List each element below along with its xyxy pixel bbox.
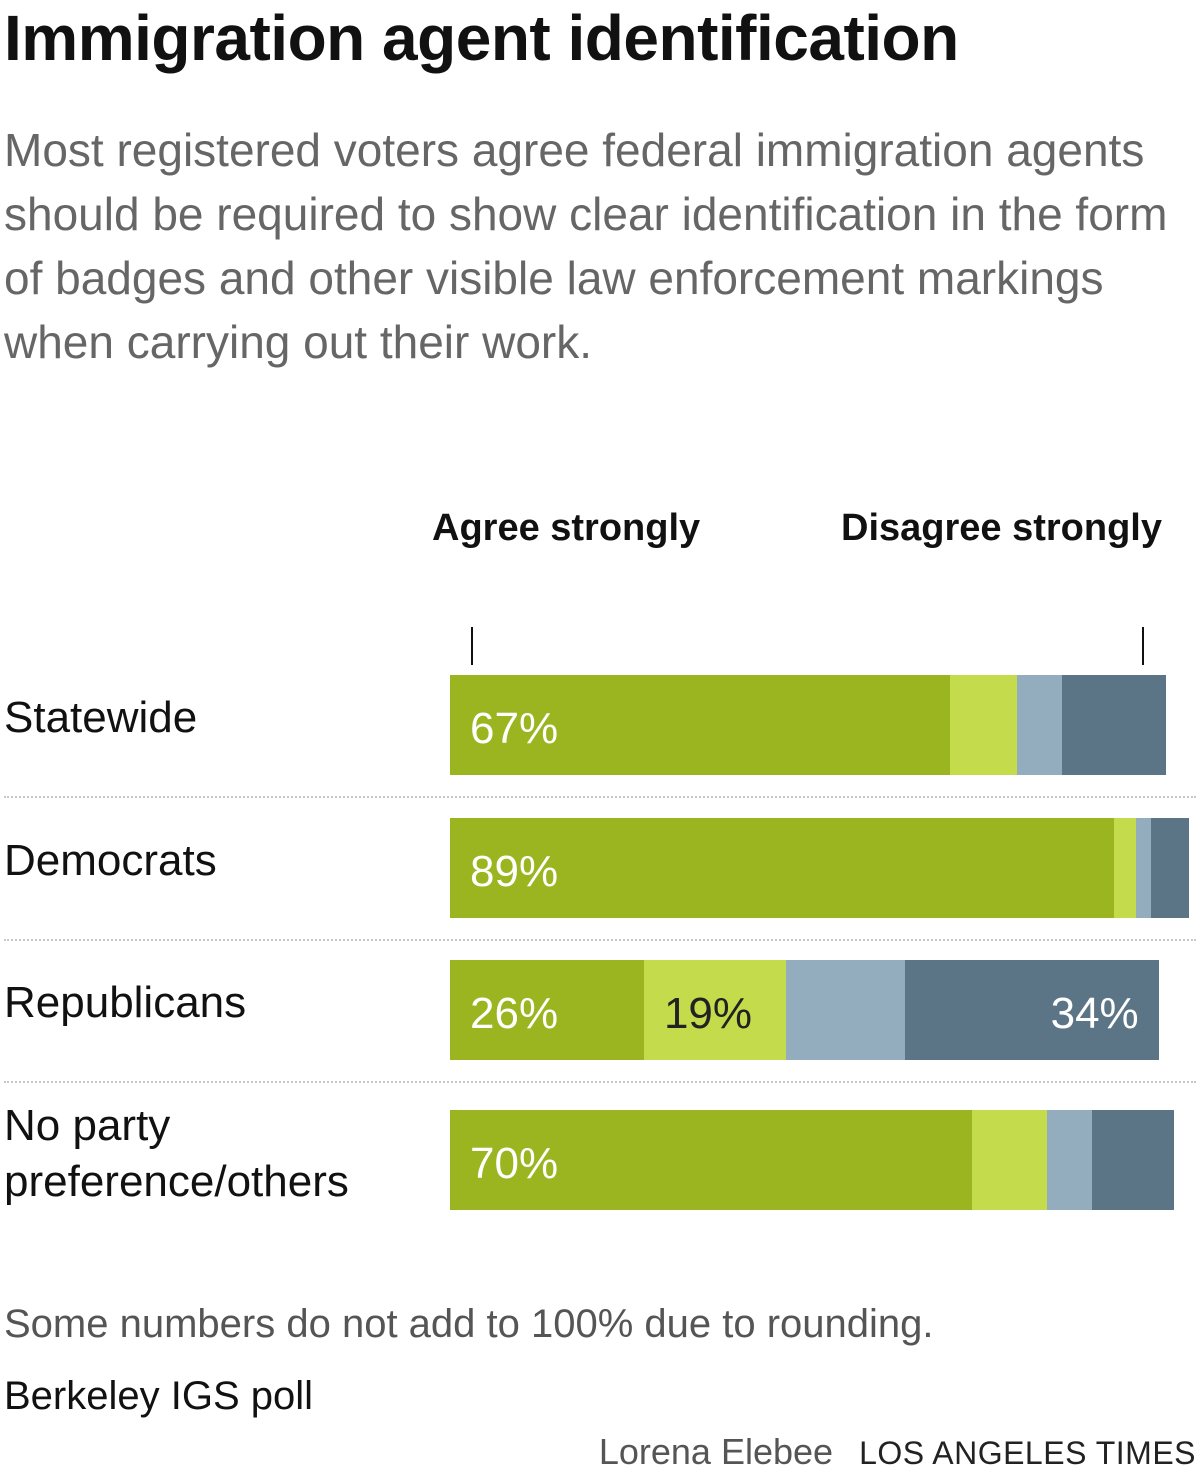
bar-segment-disagree-strongly-republicans bbox=[905, 960, 1159, 1060]
data-label-disagree-strongly-republicans: 34% bbox=[1050, 989, 1139, 1038]
source-line: Berkeley IGS poll bbox=[4, 1374, 314, 1418]
credit-organization: LOS ANGELES TIMES bbox=[859, 1435, 1196, 1471]
bar-segment-agree-strongly-statewide bbox=[450, 675, 950, 775]
row-divider bbox=[4, 796, 1196, 798]
data-label-agree-strongly-statewide: 67% bbox=[470, 704, 559, 753]
scale-label-disagree-strongly: Disagree strongly bbox=[841, 507, 1162, 549]
data-label-agree-strongly-republicans: 26% bbox=[470, 989, 559, 1038]
bar-segment-agree-somewhat-no-party-preference-others bbox=[972, 1110, 1047, 1210]
data-label-agree-strongly-democrats: 89% bbox=[470, 847, 559, 896]
bar-segment-agree-somewhat-republicans bbox=[643, 960, 786, 1060]
row-divider bbox=[4, 1081, 1196, 1083]
bar-segment-agree-strongly-republicans bbox=[450, 960, 644, 1060]
data-label-agree-somewhat-republicans: 19% bbox=[663, 989, 753, 1038]
row-label-no-party-preference-others: No party preference/others bbox=[4, 1101, 349, 1206]
row-label-statewide: Statewide bbox=[4, 693, 198, 742]
scale-tick-agree bbox=[471, 627, 473, 665]
bar-segment-disagree-somewhat-no-party-preference-others bbox=[1046, 1110, 1092, 1210]
row-label-democrats: Democrats bbox=[4, 836, 217, 885]
scale-tick-disagree bbox=[1142, 627, 1144, 665]
chart-subtitle: Most registered voters agree federal imm… bbox=[4, 124, 1168, 368]
data-label-agree-strongly-no-party-preference-others: 70% bbox=[470, 1139, 559, 1188]
bar-segment-disagree-strongly-democrats bbox=[1151, 818, 1189, 918]
bar-segment-agree-somewhat-statewide bbox=[949, 675, 1017, 775]
bar-segment-agree-strongly-democrats bbox=[450, 818, 1114, 918]
bar-segment-disagree-somewhat-democrats bbox=[1136, 818, 1152, 918]
credit-author: Lorena Elebee bbox=[598, 1431, 834, 1472]
scale-label-agree-strongly: Agree strongly bbox=[432, 507, 701, 549]
bar-segment-disagree-somewhat-republicans bbox=[785, 960, 906, 1060]
bar-segment-agree-somewhat-democrats bbox=[1113, 818, 1137, 918]
bar-segment-agree-strongly-no-party-preference-others bbox=[450, 1110, 973, 1210]
rounding-note: Some numbers do not add to 100% due to r… bbox=[4, 1302, 934, 1346]
bar-segment-disagree-somewhat-statewide bbox=[1016, 675, 1062, 775]
row-label-republicans: Republicans bbox=[4, 978, 247, 1027]
credit-line: Lorena Elebee LOS ANGELES TIMES bbox=[599, 1430, 1196, 1475]
row-divider bbox=[4, 939, 1196, 941]
bar-segment-disagree-strongly-no-party-preference-others bbox=[1091, 1110, 1174, 1210]
bar-segment-disagree-strongly-statewide bbox=[1061, 675, 1167, 775]
chart-title: Immigration agent identification bbox=[4, 2, 959, 74]
